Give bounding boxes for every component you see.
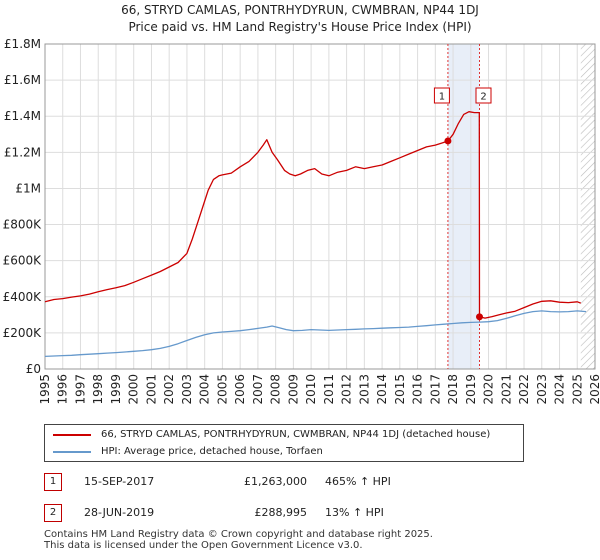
marker-label: 2: [480, 92, 486, 103]
x-tick-label: 2023: [535, 374, 549, 405]
legend-swatch-property: [53, 434, 91, 436]
transaction-row: 2 28-JUN-2019 £288,995 13% ↑ HPI: [44, 503, 524, 523]
y-tick-label: £1.2M: [4, 145, 41, 159]
chart-title-address: 66, STRYD CAMLAS, PONTRHYDYRUN, CWMBRAN,…: [121, 3, 479, 17]
y-tick-label: £0: [26, 362, 41, 376]
x-tick-label: 2008: [269, 374, 283, 405]
x-tick-label: 2017: [428, 374, 442, 405]
x-tick-label: 2018: [446, 374, 460, 405]
x-tick-label: 2020: [482, 374, 496, 405]
forecast-hatch: [580, 44, 595, 369]
marker-box: [475, 87, 492, 104]
x-tick-label: 2001: [144, 374, 158, 405]
x-tick-label: 2012: [340, 374, 354, 405]
x-tick-label: 2011: [322, 374, 336, 405]
marker-box: [433, 87, 450, 104]
x-tick-label: 1998: [91, 374, 105, 405]
x-tick-label: 2006: [233, 374, 247, 405]
x-tick-label: 2014: [375, 374, 389, 405]
marker-label: 1: [439, 92, 445, 103]
transaction-row: 1 15-SEP-2017 £1,263,000 465% ↑ HPI: [44, 472, 524, 492]
x-tick-label: 2000: [127, 374, 141, 405]
y-tick-label: £1.6M: [4, 73, 41, 87]
transaction-price: £1,263,000: [244, 475, 307, 488]
transaction-hpi-change: 13% ↑ HPI: [325, 506, 384, 519]
x-tick-label: 2019: [464, 374, 478, 405]
x-tick-label: 1995: [38, 374, 52, 405]
x-tick-label: 2003: [180, 374, 194, 405]
y-tick-label: £400K: [3, 290, 43, 304]
x-tick-label: 2016: [411, 374, 425, 405]
x-tick-label: 2024: [553, 374, 567, 405]
legend-label-property: 66, STRYD CAMLAS, PONTRHYDYRUN, CWMBRAN,…: [101, 429, 491, 440]
x-tick-label: 2005: [215, 374, 229, 405]
series-line-property: [44, 111, 582, 319]
footer-copyright: Contains HM Land Registry data © Crown c…: [44, 529, 433, 540]
transaction-hpi-change: 465% ↑ HPI: [325, 475, 391, 488]
y-tick-label: £800K: [3, 218, 43, 232]
x-tick-label: 2022: [517, 374, 531, 405]
legend-label-hpi: HPI: Average price, detached house, Torf…: [101, 446, 323, 457]
x-tick-label: 1999: [109, 374, 123, 405]
transaction-date: 15-SEP-2017: [84, 475, 155, 488]
y-tick-label: £1.4M: [4, 109, 41, 123]
series-line-hpi: [44, 310, 587, 358]
y-tick-label: £600K: [3, 254, 43, 268]
y-tick-label: £200K: [3, 326, 43, 340]
x-tick-label: 1996: [56, 374, 70, 405]
x-tick-label: 2002: [162, 374, 176, 405]
transaction-price: £288,995: [254, 506, 308, 519]
chart-title-subtitle: Price paid vs. HM Land Registry's House …: [128, 20, 472, 34]
plot-area: [45, 44, 595, 369]
plot-frame: [44, 43, 596, 370]
legend-swatch-hpi: [53, 451, 91, 453]
y-tick-label: £1.8M: [4, 37, 41, 51]
transaction-number: 1: [44, 473, 62, 491]
x-tick-label: 2013: [357, 374, 371, 405]
sale-point: [476, 313, 483, 321]
legend: 66, STRYD CAMLAS, PONTRHYDYRUN, CWMBRAN,…: [44, 424, 524, 462]
x-tick-label: 2021: [499, 374, 513, 405]
x-tick-label: 2004: [198, 374, 212, 405]
x-tick-label: 2010: [304, 374, 318, 405]
x-tick-label: 1997: [73, 374, 87, 405]
transaction-number: 2: [44, 504, 62, 522]
x-tick-label: 2025: [570, 374, 584, 405]
x-tick-label: 2009: [286, 374, 300, 405]
price-chart: £0 £200K £400K £600K £800K £1M £1.2M £1.4M £1.6M…: [3, 37, 600, 405]
y-tick-label: £1M: [15, 181, 41, 195]
x-tick-label: 2007: [251, 374, 265, 405]
transaction-date: 28-JUN-2019: [84, 506, 155, 519]
sale-point: [444, 137, 452, 145]
footer-attribution: Contains HM Land Registry data © Crown c…: [44, 529, 433, 551]
x-tick-label: 2026: [588, 374, 600, 405]
footer-licence: This data is licensed under the Open Gov…: [44, 540, 363, 551]
x-tick-label: 2015: [393, 374, 407, 405]
